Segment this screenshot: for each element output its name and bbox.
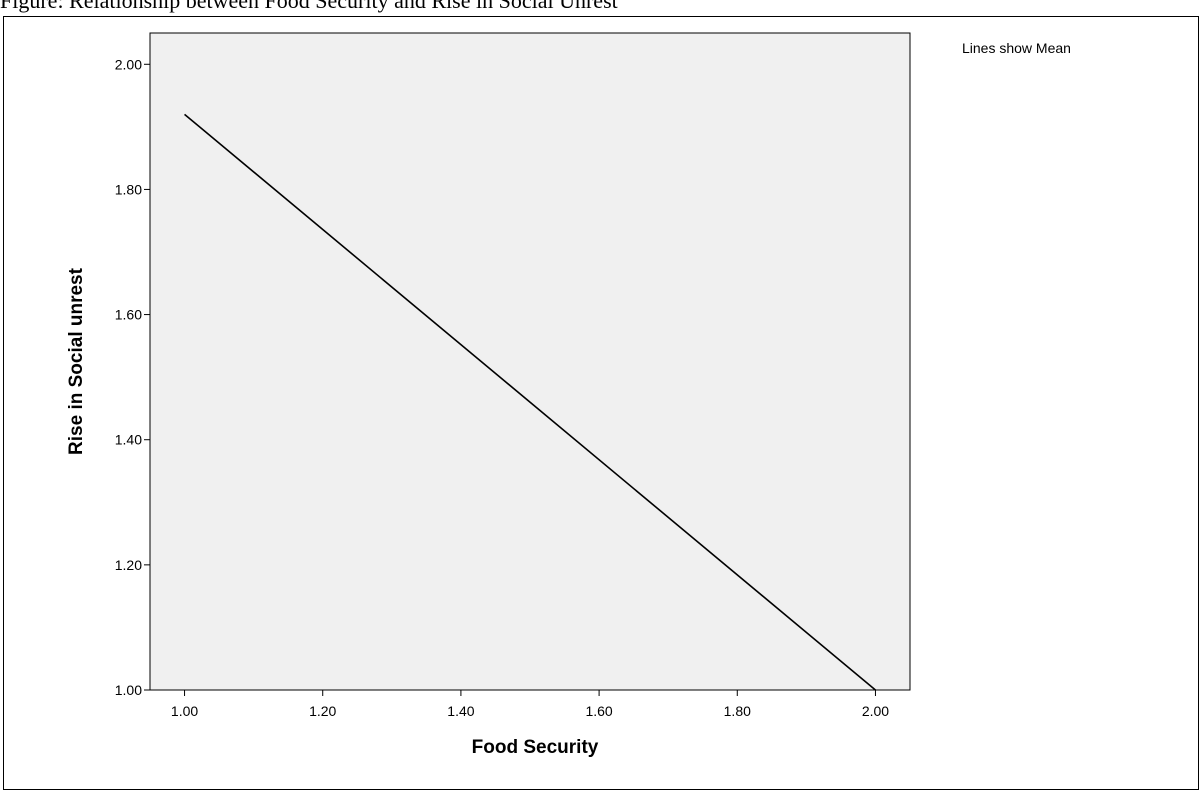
chart-frame	[3, 16, 1199, 790]
y-tick-label: 2.00	[115, 56, 142, 72]
y-tick-label: 1.40	[115, 432, 142, 448]
y-tick-label: 1.80	[115, 181, 142, 197]
x-tick-label: 1.00	[171, 703, 198, 719]
x-tick-label: 1.80	[724, 703, 751, 719]
x-tick-label: 1.60	[585, 703, 612, 719]
y-axis-title: Rise in Social unrest	[66, 267, 87, 455]
y-tick-label: 1.00	[115, 682, 142, 698]
x-tick-label: 1.40	[447, 703, 474, 719]
x-axis-title: Food Security	[472, 737, 599, 758]
x-tick-label: 1.20	[309, 703, 336, 719]
series-layer	[184, 113, 876, 691]
y-tick-label: 1.20	[115, 557, 142, 573]
x-tick-label: 2.00	[862, 703, 889, 719]
figure-caption: Figure: Relationship between Food Securi…	[0, 0, 618, 13]
y-tick-label: 1.60	[115, 307, 142, 323]
plot-area	[149, 32, 911, 691]
y-axis-ticks: 1.00 1.20 1.40 1.60 1.80 2.00	[115, 56, 150, 698]
x-axis-ticks: 1.00 1.20 1.40 1.60 1.80 2.00	[171, 690, 889, 719]
mean-line-note: Lines show Mean	[962, 40, 1071, 56]
mean-line	[184, 113, 876, 691]
